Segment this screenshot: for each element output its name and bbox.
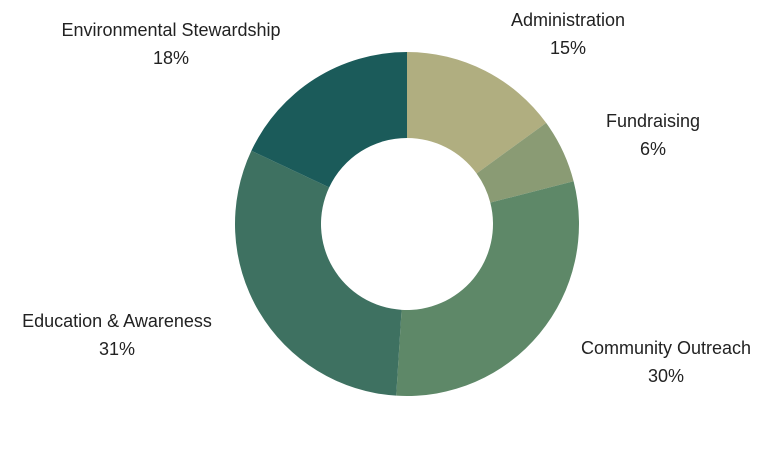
label-community-outreach-name: Community Outreach: [581, 338, 751, 358]
slice-administration: [407, 52, 547, 174]
label-fundraising-name: Fundraising: [606, 111, 700, 131]
label-administration-name: Administration: [511, 10, 625, 30]
label-environmental-stewardship-name: Environmental Stewardship: [61, 20, 280, 40]
label-administration-value: 15%: [550, 38, 586, 58]
slices-group: [235, 52, 579, 396]
label-environmental-stewardship-value: 18%: [153, 48, 189, 68]
labels-group: Administration 15% Fundraising 6% Commun…: [22, 10, 751, 386]
label-education-awareness-name: Education & Awareness: [22, 311, 212, 331]
slice-environmental-stewardship: [251, 52, 407, 188]
label-fundraising-value: 6%: [640, 139, 666, 159]
slice-education-awareness: [235, 150, 402, 396]
label-education-awareness-value: 31%: [99, 339, 135, 359]
label-community-outreach-value: 30%: [648, 366, 684, 386]
slice-community-outreach: [396, 181, 579, 396]
slice-fundraising: [476, 122, 574, 203]
